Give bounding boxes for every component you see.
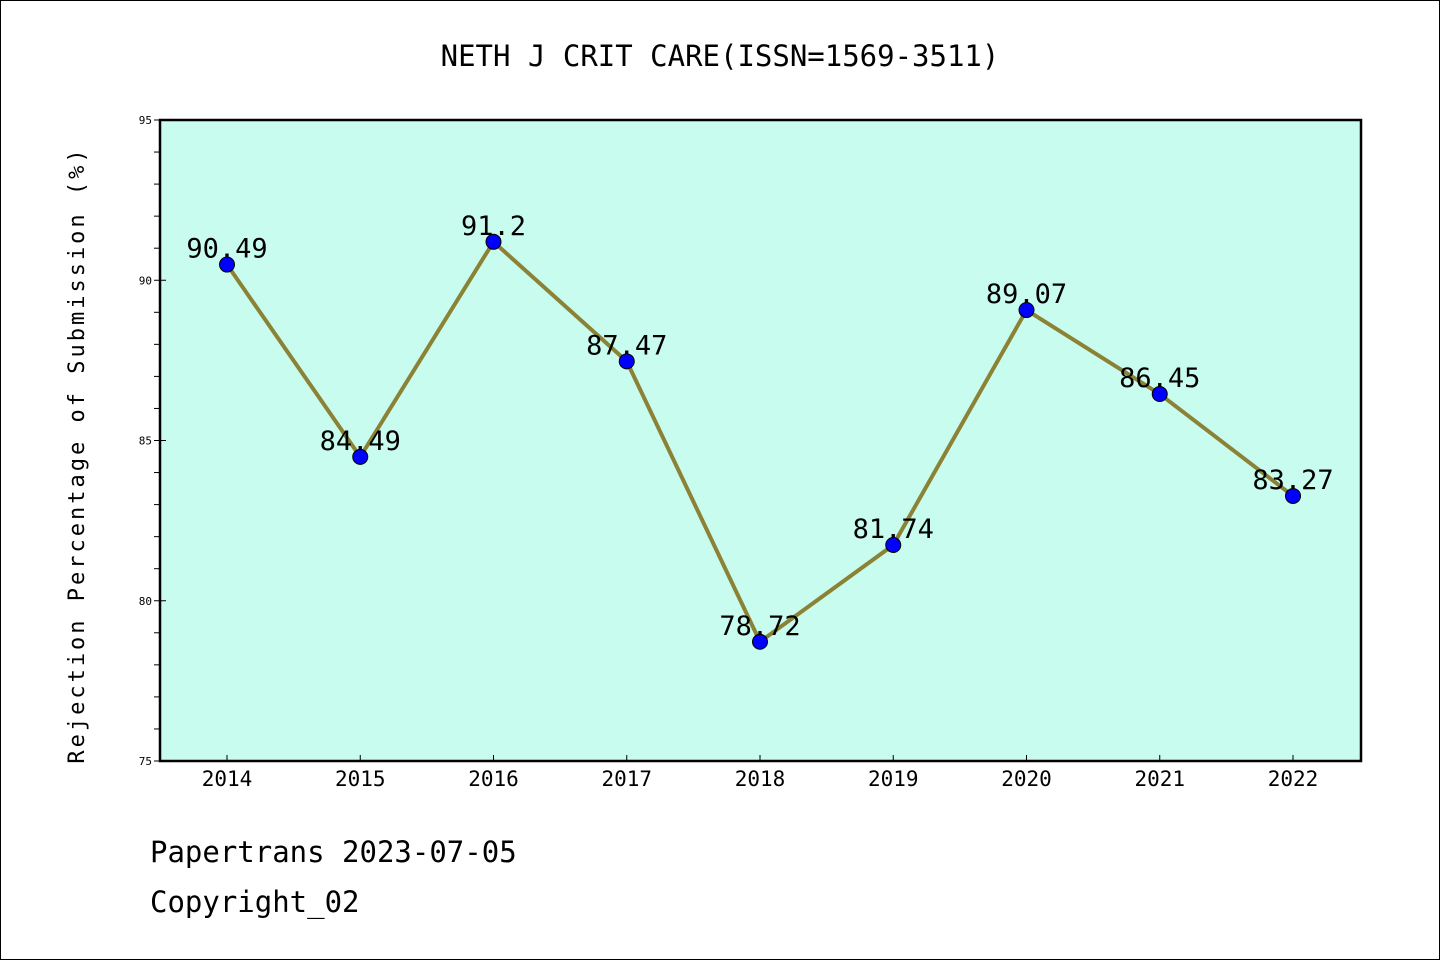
chart-title: NETH J CRIT CARE(ISSN=1569-3511) (441, 39, 1000, 73)
x-tick-label: 2018 (735, 767, 786, 791)
y-tick-label: 75 (139, 755, 152, 768)
data-label: 87.47 (586, 330, 667, 361)
y-tick-label: 95 (139, 114, 152, 127)
x-tick-label: 2020 (1001, 767, 1052, 791)
data-point-marker (885, 536, 902, 553)
y-axis-label: Rejection Percentage of Submission (%) (65, 146, 90, 763)
x-tick-label: 2021 (1134, 767, 1185, 791)
x-tick-label: 2015 (335, 767, 386, 791)
data-point-marker (352, 448, 369, 465)
data-point-marker (752, 633, 768, 650)
x-tick-label: 2014 (202, 767, 253, 791)
y-tick-label: 85 (139, 435, 152, 448)
data-label: 86.45 (1119, 363, 1200, 394)
footer-copyright: Copyright_02 (150, 885, 360, 919)
x-tick-label: 2019 (868, 767, 919, 791)
data-point-marker (1018, 302, 1035, 319)
data-label: 90.49 (186, 234, 267, 265)
y-axis: 75 80 85 90 95 (139, 114, 166, 768)
data-label: 89.07 (986, 279, 1067, 310)
data-label: 78.72 (719, 611, 800, 642)
data-label: 81.74 (853, 514, 934, 545)
data-label: 84.49 (320, 426, 401, 457)
data-label: 91.2 (461, 211, 526, 242)
data-point-marker (618, 353, 635, 370)
data-point-marker (219, 256, 235, 273)
y-tick-label: 80 (139, 595, 152, 608)
x-tick-label: 2016 (468, 767, 519, 791)
data-point-marker (1151, 386, 1168, 403)
footer-date: Papertrans 2023-07-05 (150, 835, 517, 869)
x-axis: 2014 2015 2016 2017 2018 2019 2020 2021 2022 (202, 755, 1319, 791)
data-point-marker (485, 233, 502, 250)
data-series: 90.49 84.49 91.2 87.47 78.72 81.74 89.07 86.45 8… (186, 211, 1334, 650)
x-tick-label: 2017 (601, 767, 652, 791)
plot-area (158, 118, 1363, 763)
x-tick-label: 2022 (1268, 767, 1319, 791)
data-point-marker (1285, 487, 1301, 504)
y-tick-label: 90 (139, 274, 152, 287)
data-label: 83.27 (1252, 465, 1333, 496)
